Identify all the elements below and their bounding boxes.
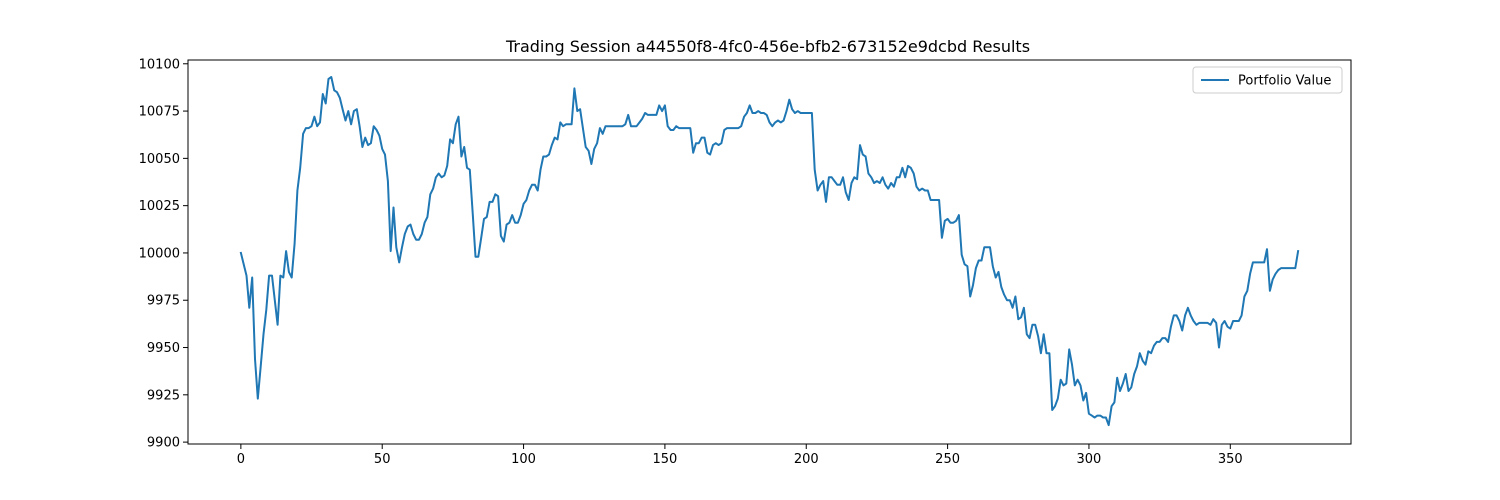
y-tick-label: 10000: [139, 246, 180, 261]
y-tick-label: 10050: [139, 152, 180, 167]
y-tick-label: 10025: [139, 199, 180, 214]
legend[interactable]: Portfolio Value: [1192, 66, 1343, 94]
plot-area: [188, 60, 1351, 444]
x-tick-label: 350: [1218, 452, 1243, 467]
x-tick-label: 100: [511, 452, 536, 467]
y-axis: 9900 9925 9950 9975 10000 10025 10050 10075 1010…: [139, 57, 188, 451]
chart-title: Trading Session a44550f8-4fc0-456e-bfb2-…: [505, 37, 1030, 56]
y-tick-label: 9925: [147, 388, 180, 403]
y-tick-label: 10100: [139, 57, 180, 72]
x-tick-label: 0: [237, 452, 245, 467]
axes-frame: [187, 59, 1352, 445]
x-tick-label: 250: [935, 452, 960, 467]
y-tick-label: 10075: [139, 105, 180, 120]
y-tick-label: 9950: [147, 341, 180, 356]
x-axis: 0 50 100 150 200 250 300 350: [237, 444, 1243, 467]
x-tick-label: 150: [652, 452, 677, 467]
x-tick-label: 50: [374, 452, 391, 467]
x-tick-label: 200: [794, 452, 819, 467]
x-tick-label: 300: [1077, 452, 1102, 467]
y-tick-label: 9975: [147, 294, 180, 309]
axes-background: [188, 60, 1351, 444]
legend-label-portfolio-value: Portfolio Value: [1238, 74, 1331, 89]
series-line-portfolio-value: [239, 76, 1300, 427]
y-tick-label: 9900: [147, 436, 180, 451]
legend-box: [1192, 66, 1343, 94]
